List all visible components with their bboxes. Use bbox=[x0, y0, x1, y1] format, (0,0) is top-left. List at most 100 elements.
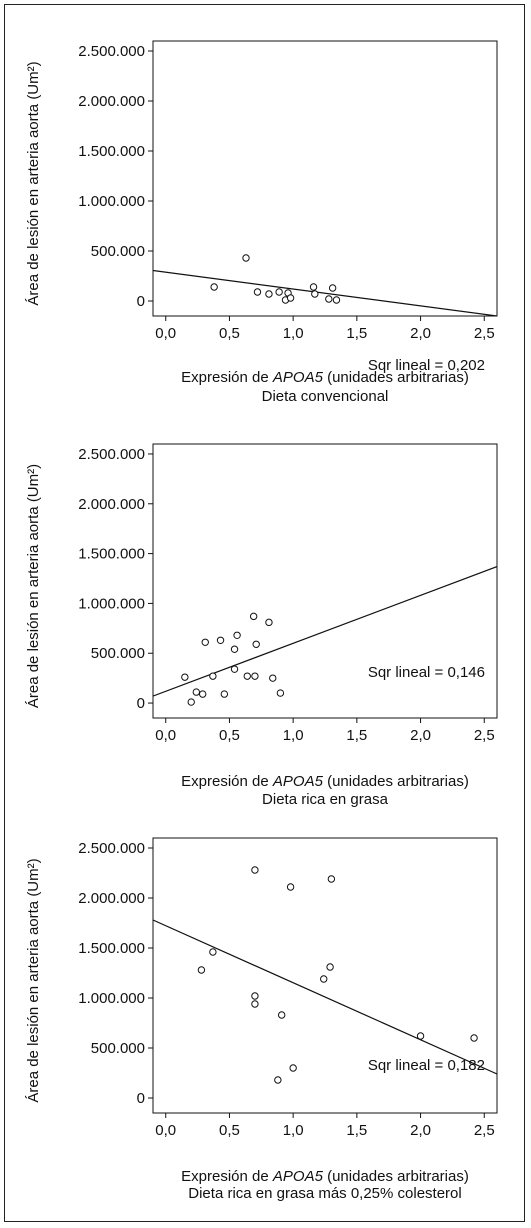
data-point bbox=[289, 1064, 297, 1072]
y-tick-label: 1.500.000 bbox=[78, 940, 145, 957]
chart-subtitle: Dieta rica en grasa más 0,25% colesterol bbox=[188, 1185, 461, 1202]
data-point bbox=[311, 290, 319, 298]
data-point bbox=[181, 673, 189, 681]
y-tick-label: 0 bbox=[137, 695, 145, 712]
x-tick-label: 1,0 bbox=[283, 325, 304, 342]
data-point bbox=[286, 294, 295, 302]
data-point bbox=[187, 698, 195, 706]
y-tick-label: 2.000.000 bbox=[78, 890, 145, 907]
data-point bbox=[201, 638, 209, 646]
x-axis-label-prefix: Expresión de bbox=[181, 369, 273, 386]
data-point bbox=[276, 689, 285, 697]
y-tick-label: 2.500.000 bbox=[78, 840, 145, 857]
x-tick-label: 0,5 bbox=[219, 325, 240, 342]
x-tick-label: 0,5 bbox=[219, 1122, 240, 1139]
plot-area bbox=[152, 443, 498, 719]
data-point bbox=[192, 688, 201, 696]
data-point bbox=[332, 296, 341, 304]
data-point bbox=[286, 883, 295, 891]
x-axis-label-gene: APOA5 bbox=[272, 773, 324, 790]
data-point bbox=[265, 290, 273, 298]
data-point bbox=[233, 631, 241, 640]
data-point bbox=[327, 875, 336, 883]
data-point bbox=[277, 1011, 286, 1019]
x-tick-label: 1,0 bbox=[283, 1122, 304, 1139]
x-tick-label: 0,0 bbox=[155, 1122, 176, 1139]
data-point bbox=[275, 288, 283, 296]
x-tick-label: 1,5 bbox=[346, 727, 367, 744]
y-tick-label: 500.000 bbox=[91, 1040, 145, 1057]
data-point bbox=[209, 948, 217, 956]
data-point bbox=[328, 284, 337, 292]
data-point bbox=[230, 665, 239, 673]
data-point bbox=[416, 1032, 425, 1040]
scatter-chart-2: 0 500.000 1.000.000 1.500.000 2.000.000 2.500… bbox=[25, 443, 498, 808]
y-axis-label: Área de lesión en arteria aorta (Um²) bbox=[25, 464, 42, 708]
r-squared-annotation: Sqr lineal = 0,146 bbox=[368, 664, 485, 681]
x-tick-label: 0,0 bbox=[155, 727, 176, 744]
x-axis-label-suffix: (unidades arbitrarias) bbox=[323, 773, 469, 790]
plot-area bbox=[152, 837, 498, 1114]
y-tick-label: 0 bbox=[137, 293, 145, 310]
y-tick-label: 1.000.000 bbox=[78, 193, 145, 210]
y-axis-label: Área de lesión en arteria aorta (Um²) bbox=[25, 61, 42, 305]
data-point bbox=[216, 636, 225, 644]
x-tick-label: 2,0 bbox=[410, 1122, 431, 1139]
x-tick-label: 2,5 bbox=[474, 325, 495, 342]
data-point bbox=[251, 672, 259, 680]
x-tick-label: 2,0 bbox=[410, 727, 431, 744]
x-tick-label: 1,0 bbox=[283, 727, 304, 744]
y-tick-label: 1.500.000 bbox=[78, 143, 145, 160]
y-tick-label: 500.000 bbox=[91, 645, 145, 662]
x-tick-label: 2,0 bbox=[410, 325, 431, 342]
data-point bbox=[210, 283, 218, 291]
chart-subtitle: Dieta rica en grasa bbox=[262, 791, 389, 808]
data-point bbox=[209, 672, 217, 680]
data-point bbox=[251, 992, 259, 1000]
figure-frame bbox=[4, 4, 525, 1222]
data-point bbox=[309, 283, 318, 291]
data-point bbox=[326, 963, 334, 971]
data-point bbox=[242, 254, 250, 262]
data-point bbox=[320, 975, 328, 983]
regression-line bbox=[153, 919, 497, 1075]
x-tick-label: 1,5 bbox=[346, 1122, 367, 1139]
scatter-chart-1: 0 500.000 1.000.000 1.500.000 2.000.000 2.500… bbox=[25, 40, 498, 405]
regression-line bbox=[153, 269, 497, 316]
x-tick-label: 0,0 bbox=[155, 325, 176, 342]
y-axis-label: Área de lesión en arteria aorta (Um²) bbox=[25, 858, 42, 1102]
data-point bbox=[470, 1034, 478, 1042]
data-point bbox=[197, 966, 206, 974]
data-point bbox=[269, 674, 277, 682]
data-point bbox=[252, 640, 260, 648]
plot-area bbox=[152, 40, 498, 317]
data-point bbox=[274, 1076, 282, 1084]
x-tick-label: 2,5 bbox=[474, 1122, 495, 1139]
x-axis-label: Expresión de APOA5 (unidades arbitrarias… bbox=[181, 369, 469, 386]
y-tick-label: 1.000.000 bbox=[78, 990, 145, 1007]
r-squared-annotation: Sqr lineal = 0,182 bbox=[368, 1057, 485, 1074]
data-point bbox=[251, 866, 259, 874]
x-axis-label-prefix: Expresión de bbox=[181, 1168, 273, 1185]
y-tick-label: 2.500.000 bbox=[78, 43, 145, 60]
y-tick-label: 500.000 bbox=[91, 243, 145, 260]
x-tick-label: 0,5 bbox=[219, 727, 240, 744]
data-point bbox=[253, 288, 262, 296]
y-tick-label: 2.000.000 bbox=[78, 93, 145, 110]
data-point bbox=[220, 690, 229, 698]
y-tick-label: 0 bbox=[137, 1090, 145, 1107]
y-tick-label: 2.000.000 bbox=[78, 496, 145, 513]
data-point bbox=[230, 645, 239, 653]
x-tick-label: 1,5 bbox=[346, 325, 367, 342]
x-axis-label-gene: APOA5 bbox=[272, 369, 324, 386]
x-axis-label-prefix: Expresión de bbox=[181, 773, 273, 790]
y-tick-label: 1.500.000 bbox=[78, 546, 145, 563]
data-point bbox=[325, 295, 333, 303]
x-tick-label: 2,5 bbox=[474, 727, 495, 744]
x-axis-label: Expresión de APOA5 (unidades arbitrarias… bbox=[181, 1168, 469, 1185]
r-squared-annotation: Sqr lineal = 0,202 bbox=[368, 357, 485, 374]
x-axis-label: Expresión de APOA5 (unidades arbitrarias… bbox=[181, 773, 469, 790]
data-point bbox=[249, 612, 258, 621]
data-point bbox=[198, 690, 207, 698]
